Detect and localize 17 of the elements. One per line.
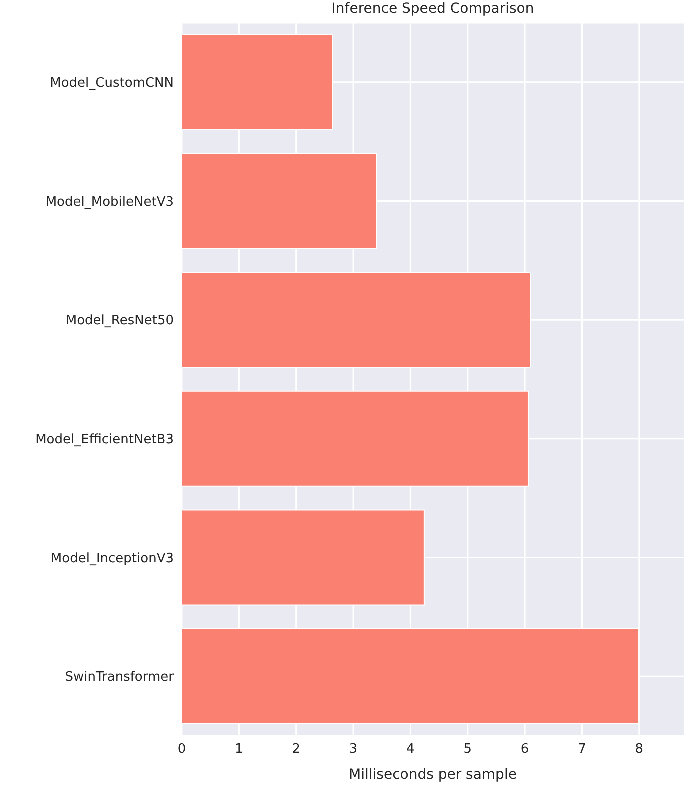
y-tick-label: Model_CustomCNN [50,76,174,92]
x-tick-label: 5 [464,742,472,758]
x-tick-label: 3 [349,742,358,758]
x-axis-title: Milliseconds per sample [349,767,517,783]
y-tick-label: Model_InceptionV3 [50,551,174,566]
x-tick-label: 0 [178,742,186,758]
x-tick-label: 6 [520,742,530,758]
x-tick-label: 1 [235,742,244,758]
y-tick-label: Model_EfficientNetB3 [36,432,174,448]
x-tick-label: 8 [635,742,644,758]
y-tick-label: Model_ResNet50 [66,314,174,329]
chart-title: Inference Speed Comparison [330,0,536,18]
x-tick-label: 7 [578,742,586,758]
x-tick-label: 4 [406,742,415,758]
y-tick-label: Model_MobileNetV3 [46,194,174,210]
x-tick-label: 2 [292,742,300,758]
y-tick-label: SwinTransformer [65,670,175,686]
